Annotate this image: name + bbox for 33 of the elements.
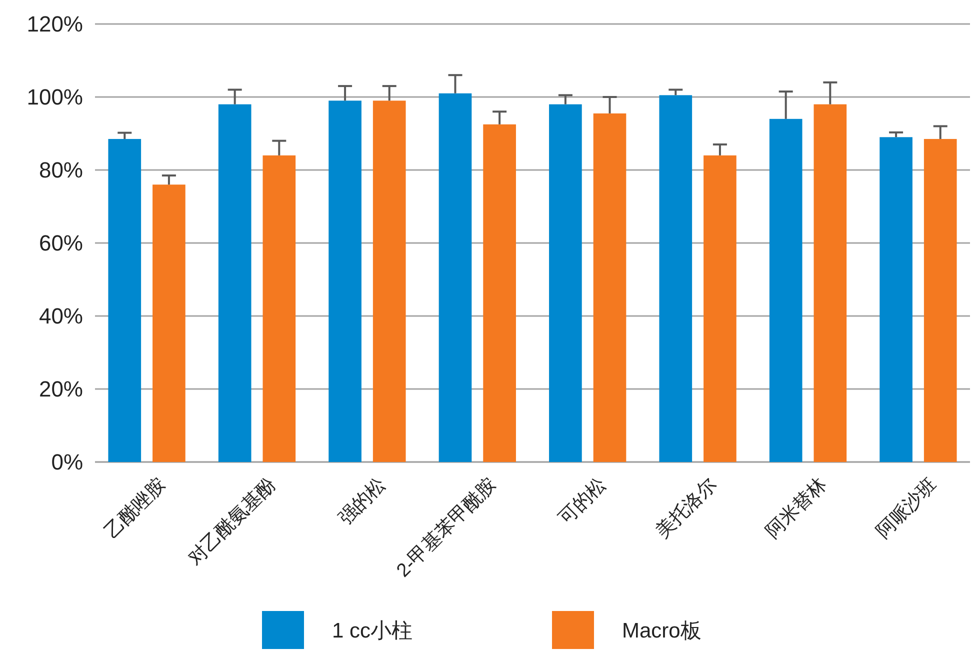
bar [438, 93, 472, 462]
bar [814, 104, 847, 462]
bar [880, 137, 912, 462]
bar [262, 155, 296, 462]
y-tick-label: 40% [38, 304, 83, 329]
x-tick-label: 强的松 [334, 474, 390, 530]
bar [593, 113, 626, 462]
y-tick-label: 80% [38, 158, 83, 183]
x-tick-label: 可的松 [555, 474, 611, 530]
legend-label: Macro板 [622, 619, 702, 642]
bar [924, 138, 957, 462]
bar [659, 95, 692, 462]
y-tick-label: 100% [26, 84, 83, 110]
bar [328, 100, 362, 462]
x-tick-label: 对乙酰氨基酚 [184, 474, 280, 570]
legend-label: 1 cc小柱 [332, 619, 413, 642]
bar [549, 104, 582, 462]
x-tick-label: 乙酰唑胺 [101, 474, 170, 543]
x-tick-label: 美托洛尔 [651, 473, 721, 543]
y-tick-label: 0% [51, 450, 83, 475]
bar [483, 124, 516, 462]
bar [152, 184, 186, 462]
x-tick-label: 2-甲基苯甲酰胺 [392, 474, 500, 582]
x-tick-label: 阿哌沙班 [872, 474, 942, 543]
y-tick-label: 120% [26, 12, 83, 37]
y-tick-label: 20% [38, 376, 83, 402]
bar [108, 138, 142, 462]
x-tick-label: 阿米替林 [762, 474, 831, 543]
bar [769, 118, 802, 462]
bar [218, 104, 252, 462]
y-tick-label: 60% [38, 230, 83, 256]
bar [372, 100, 406, 462]
bar [704, 155, 736, 462]
